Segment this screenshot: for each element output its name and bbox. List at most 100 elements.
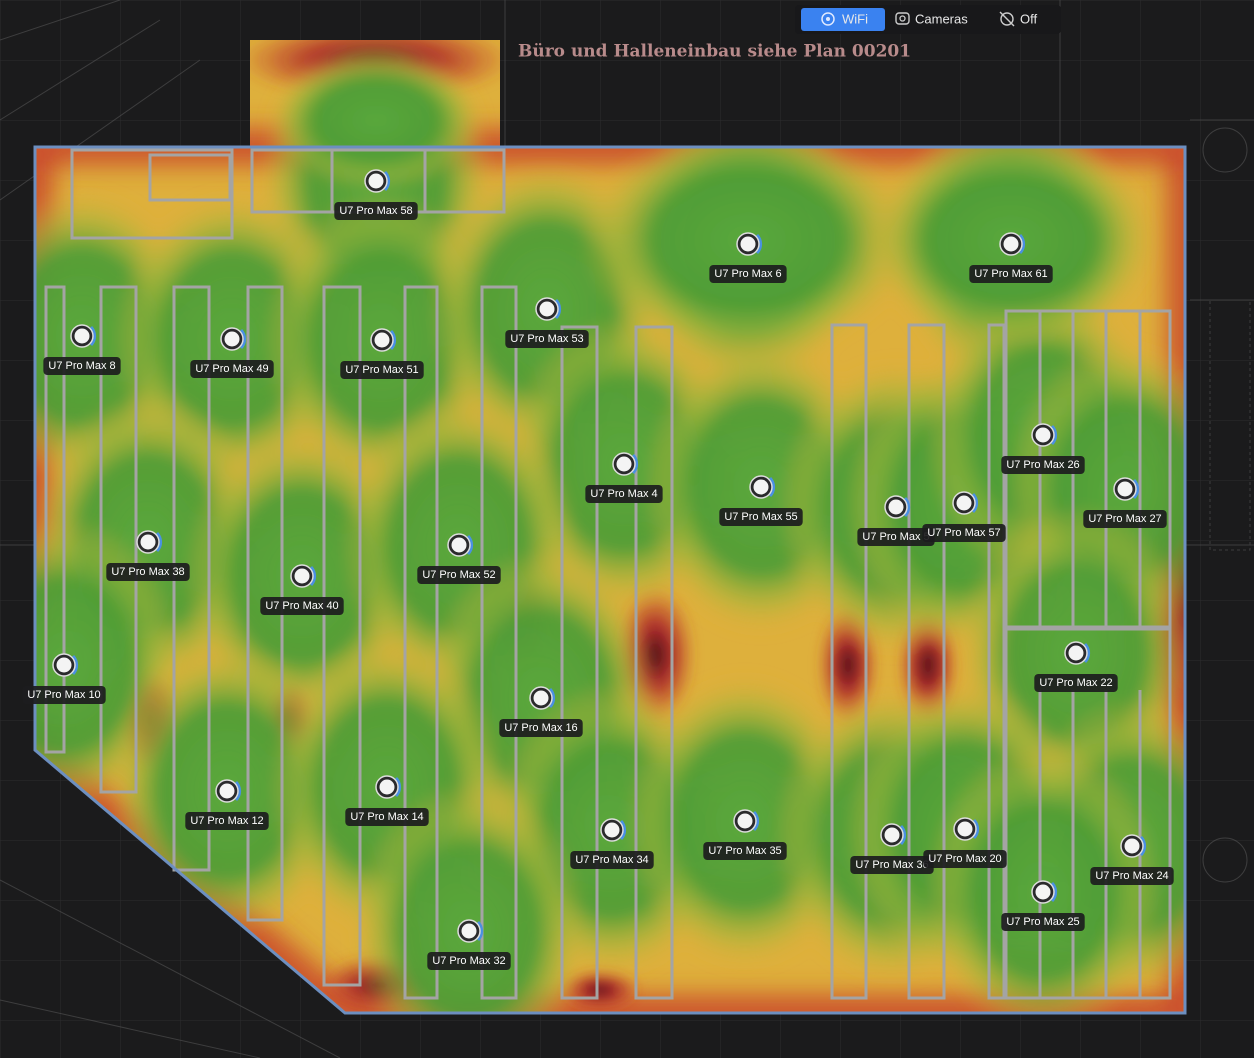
ap-label[interactable]: U7 Pro Max 36: [855, 859, 928, 871]
ap-icon-center: [294, 568, 310, 584]
access-point[interactable]: U7 Pro Max 34: [570, 818, 654, 869]
ap-label[interactable]: U7 Pro Max 8: [48, 360, 115, 372]
access-point[interactable]: U7 Pro Max 51: [340, 328, 424, 379]
access-point[interactable]: U7 Pro Max 58: [334, 169, 418, 220]
ap-label[interactable]: U7 Pro Max 14: [350, 811, 423, 823]
ap-label[interactable]: U7 Pro Max 12: [190, 815, 263, 827]
access-point[interactable]: U7 Pro Max 22: [1034, 641, 1118, 692]
wifi-button-label[interactable]: WiFi: [842, 11, 868, 26]
ap-label[interactable]: U7 Pro Max 49: [195, 363, 268, 375]
ap-signal-arc: [971, 492, 979, 514]
ap-signal-arc: [752, 810, 760, 832]
ap-label[interactable]: U7 Pro Max 34: [575, 854, 648, 866]
access-point[interactable]: U7 Pro Max 20: [923, 817, 1007, 868]
access-point[interactable]: U7 Pro Max 57: [922, 491, 1006, 542]
ap-label[interactable]: U7 Pro Max 5: [862, 531, 929, 543]
ap-icon-center: [1068, 645, 1084, 661]
off-button-label[interactable]: Off: [1020, 11, 1037, 26]
access-point[interactable]: U7 Pro Max 26: [1001, 423, 1085, 474]
ap-label-bg: [709, 265, 787, 283]
access-point[interactable]: U7 Pro Max 53: [505, 297, 589, 348]
ap-label[interactable]: U7 Pro Max 32: [432, 955, 505, 967]
access-point[interactable]: U7 Pro Max 27: [1083, 477, 1167, 528]
ap-icon-center: [737, 813, 753, 829]
ap-label[interactable]: U7 Pro Max 4: [590, 488, 657, 500]
access-point[interactable]: U7 Pro Max 25: [1001, 880, 1085, 931]
ap-label[interactable]: U7 Pro Max 61: [974, 268, 1047, 280]
ap-label-bg: [1083, 510, 1167, 528]
access-point[interactable]: U7 Pro Max 61: [969, 232, 1053, 283]
ap-icon-center: [753, 479, 769, 495]
access-point[interactable]: U7 Pro Max 32: [427, 919, 511, 970]
ap-signal-arc: [548, 687, 556, 709]
off-icon: [1000, 12, 1014, 26]
ap-label-bg: [1090, 867, 1174, 885]
ap-signal-arc: [1083, 642, 1091, 664]
ap-label-bg: [850, 856, 934, 874]
building-outline: [33, 145, 1187, 1015]
toolbar: WiFi Cameras Off: [795, 5, 1061, 34]
ap-label[interactable]: U7 Pro Max 10: [27, 689, 100, 701]
ap-label[interactable]: U7 Pro Max 24: [1095, 870, 1168, 882]
access-point[interactable]: U7 Pro Max 52: [417, 533, 501, 584]
ap-label-bg: [969, 265, 1053, 283]
ap-label[interactable]: U7 Pro Max 38: [111, 566, 184, 578]
ap-icon-center: [1124, 838, 1140, 854]
coverage-zone: [266, 50, 486, 190]
wifi-icon: [821, 12, 835, 26]
access-point[interactable]: U7 Pro Max 35: [703, 809, 787, 860]
ap-label[interactable]: U7 Pro Max 26: [1006, 459, 1079, 471]
ap-label[interactable]: U7 Pro Max 53: [510, 333, 583, 345]
ap-label-bg: [585, 485, 663, 503]
ap-label[interactable]: U7 Pro Max 25: [1006, 916, 1079, 928]
access-point[interactable]: U7 Pro Max 6: [709, 232, 787, 283]
access-point[interactable]: U7 Pro Max 24: [1090, 834, 1174, 885]
ap-label[interactable]: U7 Pro Max 40: [265, 600, 338, 612]
access-point[interactable]: U7 Pro Max 16: [499, 686, 583, 737]
access-point[interactable]: U7 Pro Max 8: [43, 324, 121, 375]
ap-label[interactable]: U7 Pro Max 58: [339, 205, 412, 217]
ap-label[interactable]: U7 Pro Max 57: [927, 527, 1000, 539]
ap-label[interactable]: U7 Pro Max 16: [504, 722, 577, 734]
access-point[interactable]: U7 Pro Max 4: [585, 452, 663, 503]
ap-label-bg: [106, 563, 190, 581]
ap-icon-center: [74, 328, 90, 344]
access-point[interactable]: U7 Pro Max 14: [345, 775, 429, 826]
access-point[interactable]: U7 Pro Max 5: [857, 495, 935, 546]
ap-label[interactable]: U7 Pro Max 20: [928, 853, 1001, 865]
access-point[interactable]: U7 Pro Max 55: [719, 475, 803, 526]
ap-icon-center: [219, 783, 235, 799]
ap-signal-arc: [1132, 478, 1140, 500]
ap-label[interactable]: U7 Pro Max 22: [1039, 677, 1112, 689]
wifi-button[interactable]: [801, 8, 885, 31]
ap-icon-center: [884, 827, 900, 843]
ap-icon-center: [1117, 481, 1133, 497]
plan-note: Büro und Halleneinbau siehe Plan 00201: [518, 42, 911, 62]
ap-label[interactable]: U7 Pro Max 27: [1088, 513, 1161, 525]
access-point[interactable]: U7 Pro Max 38: [106, 530, 190, 581]
ap-label-bg: [340, 361, 424, 379]
ap-icon-center: [374, 332, 390, 348]
ap-signal-arc: [972, 818, 980, 840]
ap-icon-center: [461, 923, 477, 939]
ap-signal-arc: [383, 170, 391, 192]
access-point[interactable]: U7 Pro Max 36: [850, 823, 934, 874]
ap-label-bg: [719, 508, 803, 526]
ap-label[interactable]: U7 Pro Max 51: [345, 364, 418, 376]
ap-label-bg: [1034, 674, 1118, 692]
ap-label[interactable]: U7 Pro Max 35: [708, 845, 781, 857]
ap-label-bg: [417, 566, 501, 584]
access-point[interactable]: U7 Pro Max 40: [260, 564, 344, 615]
ap-signal-arc: [309, 565, 317, 587]
access-point[interactable]: U7 Pro Max 10: [22, 653, 106, 704]
ap-label[interactable]: U7 Pro Max 6: [714, 268, 781, 280]
cameras-button-label[interactable]: Cameras: [915, 11, 968, 26]
access-point[interactable]: U7 Pro Max 49: [190, 327, 274, 378]
ap-icon-center: [616, 456, 632, 472]
ap-label[interactable]: U7 Pro Max 55: [724, 511, 797, 523]
ap-icon-center: [533, 690, 549, 706]
access-point[interactable]: U7 Pro Max 12: [185, 779, 269, 830]
ap-label[interactable]: U7 Pro Max 52: [422, 569, 495, 581]
